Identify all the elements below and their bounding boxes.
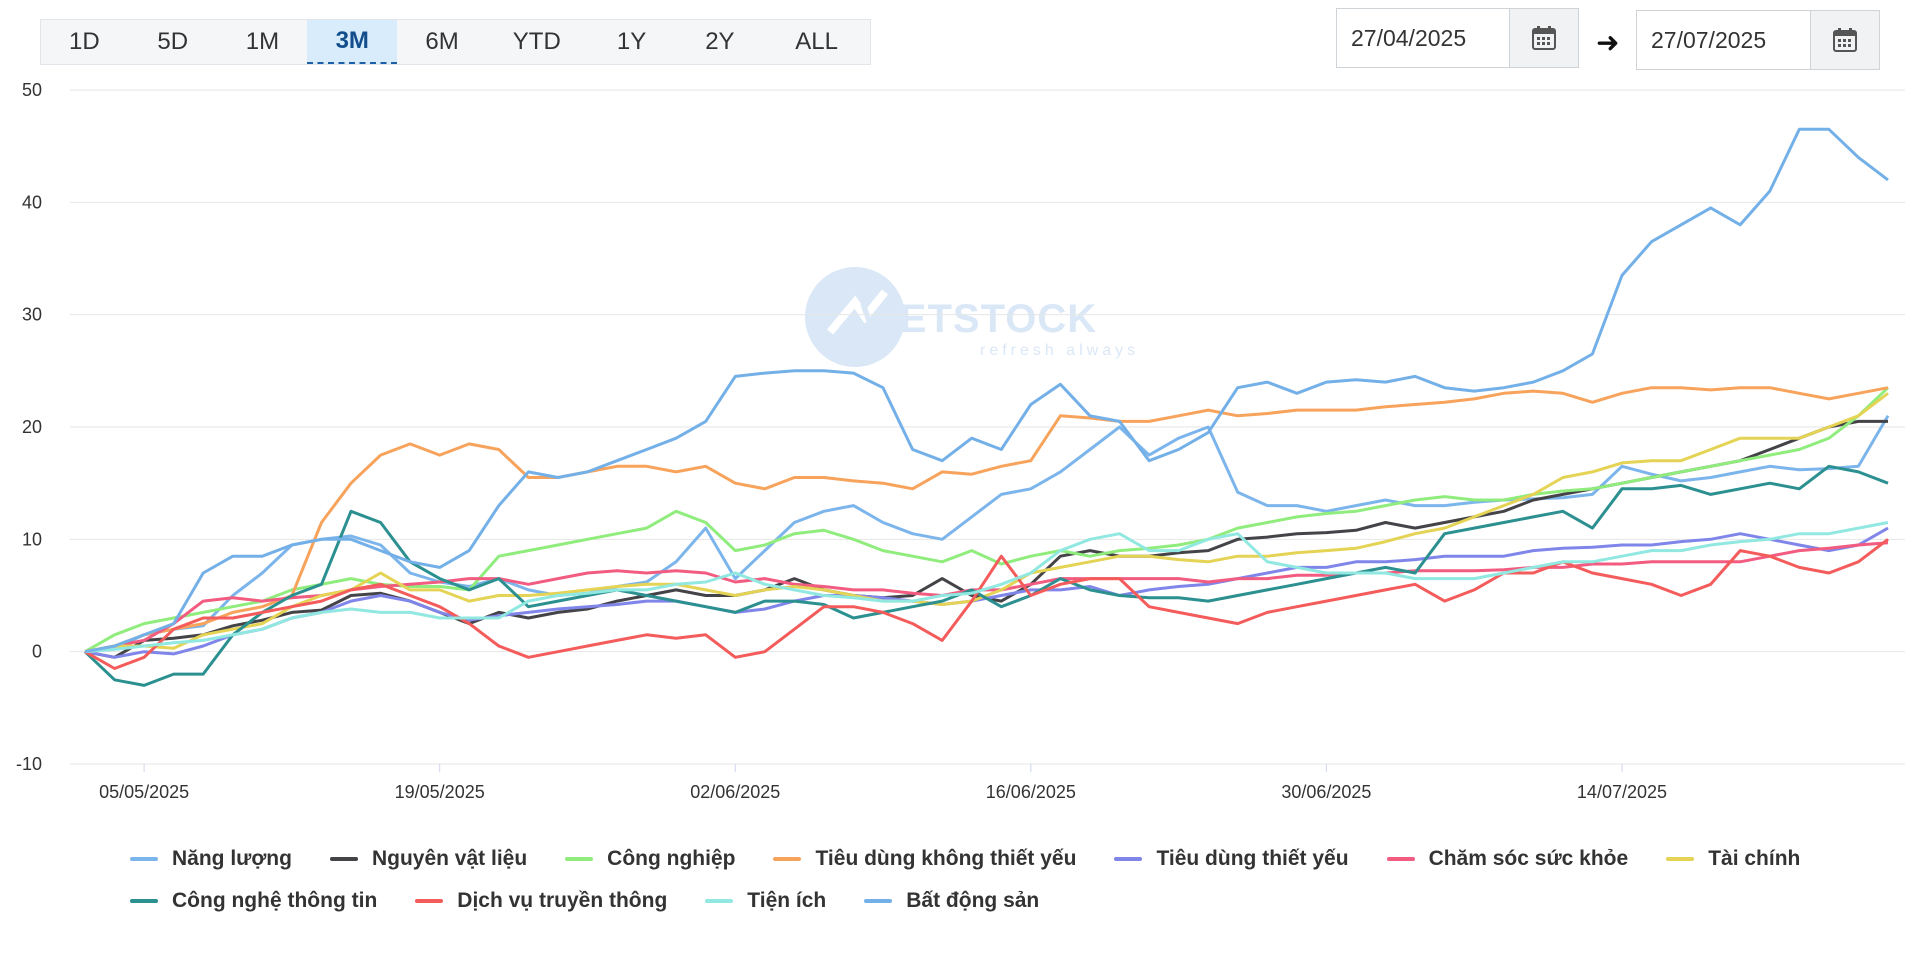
date-from-value: 27/04/2025 xyxy=(1351,24,1467,51)
x-tick-label: 05/05/2025 xyxy=(99,782,189,802)
x-tick-label: 16/06/2025 xyxy=(986,782,1076,802)
legend-label: Bất động sản xyxy=(906,889,1040,912)
legend-item[interactable]: Công nghệ thông tin xyxy=(130,889,377,913)
legend-swatch xyxy=(864,899,893,903)
x-tick-label: 30/06/2025 xyxy=(1281,782,1371,802)
range-button-all[interactable]: ALL xyxy=(795,28,838,55)
date-from-calendar-button[interactable] xyxy=(1509,9,1578,67)
legend-row: Năng lượng Nguyên vật liệu Công nghiệp Tiêu… xyxy=(130,838,1890,880)
range-button-1m[interactable]: 1M xyxy=(245,28,280,55)
y-tick-label: 30 xyxy=(22,305,42,325)
legend-item[interactable]: Chăm sóc sức khỏe xyxy=(1386,847,1629,871)
y-tick-label: 20 xyxy=(22,417,42,437)
range-button-2y[interactable]: 2Y xyxy=(705,28,735,55)
series-line-10[interactable] xyxy=(84,127,1889,654)
series-line-0[interactable] xyxy=(84,415,1890,654)
legend: Năng lượng Nguyên vật liệu Công nghiệp Tiêu… xyxy=(130,838,1890,922)
range-button-1d[interactable]: 1D xyxy=(69,28,100,55)
legend-label: Tiêu dùng không thiết yếu xyxy=(815,847,1077,870)
series-line-8[interactable] xyxy=(84,538,1889,670)
series-line-7[interactable] xyxy=(83,464,1889,687)
range-button-3m[interactable]: 3M xyxy=(307,20,398,64)
legend-item[interactable]: Tiêu dùng không thiết yếu xyxy=(773,847,1076,871)
watermark-brand: VIETSTOCK xyxy=(860,297,1098,341)
arrow-right-icon: ➜ xyxy=(1596,27,1620,58)
legend-label: Công nghệ thông tin xyxy=(172,889,378,912)
legend-item[interactable]: Tiêu dùng thiết yếu xyxy=(1114,847,1349,871)
legend-swatch xyxy=(415,899,444,903)
legend-label: Công nghiệp xyxy=(607,847,736,870)
legend-label: Tiện ích xyxy=(747,889,827,912)
range-button-1y[interactable]: 1Y xyxy=(616,28,647,55)
legend-label: Tài chính xyxy=(1708,847,1801,870)
legend-label: Nguyên vật liệu xyxy=(371,847,528,870)
legend-item[interactable]: Tiện ích xyxy=(705,889,826,913)
range-button-ytd[interactable]: YTD xyxy=(512,28,561,55)
y-tick-label: 50 xyxy=(22,80,42,100)
watermark-tagline: refresh always xyxy=(980,342,1140,359)
range-button-5d[interactable]: 5D xyxy=(157,28,189,55)
legend-row: Công nghệ thông tin Dịch vụ truyền thông T… xyxy=(130,880,1890,922)
y-tick-label: 40 xyxy=(22,192,42,212)
legend-item[interactable]: Dịch vụ truyền thông xyxy=(415,889,667,913)
legend-swatch xyxy=(1386,857,1415,861)
legend-swatch xyxy=(130,899,158,903)
legend-label: Chăm sóc sức khỏe xyxy=(1428,847,1629,870)
series-line-4[interactable] xyxy=(84,526,1889,659)
y-tick-label: 10 xyxy=(22,529,42,549)
legend-item[interactable]: Năng lượng xyxy=(130,847,292,871)
legend-swatch xyxy=(773,857,802,861)
y-tick-label: 0 xyxy=(32,642,42,662)
date-to-box[interactable]: 27/07/2025 xyxy=(1636,10,1880,70)
legend-swatch xyxy=(1114,857,1143,861)
series-lines xyxy=(83,127,1890,687)
legend-swatch xyxy=(565,857,594,861)
x-tick-label: 14/07/2025 xyxy=(1577,782,1667,802)
legend-label: Tiêu dùng thiết yếu xyxy=(1156,847,1349,870)
date-to-calendar-button[interactable] xyxy=(1810,11,1879,69)
series-line-6[interactable] xyxy=(84,392,1889,654)
legend-label: Dịch vụ truyền thông xyxy=(457,889,668,912)
legend-swatch xyxy=(1666,857,1695,861)
series-line-3[interactable] xyxy=(84,386,1889,654)
calendar-icon xyxy=(1833,28,1857,52)
x-tick-label: 02/06/2025 xyxy=(690,782,780,802)
vietstock-logo-icon xyxy=(805,267,905,367)
legend-swatch xyxy=(705,899,734,903)
x-axis-ticks: 05/05/2025 19/05/2025 02/06/2025 16/06/2025… xyxy=(99,764,1667,802)
date-to-value: 27/07/2025 xyxy=(1651,26,1767,53)
legend-item[interactable]: Nguyên vật liệu xyxy=(329,847,528,871)
line-chart: -10 0 10 20 30 40 50 05/05/2025 19/05/2025 02/06… xyxy=(16,80,1905,802)
legend-label: Năng lượng xyxy=(172,847,292,870)
date-from-box[interactable]: 27/04/2025 xyxy=(1336,8,1579,68)
legend-item[interactable]: Công nghiệp xyxy=(565,847,735,871)
series-line-9[interactable] xyxy=(84,521,1889,654)
x-tick-label: 19/05/2025 xyxy=(395,782,485,802)
y-tick-label: -10 xyxy=(16,754,42,774)
legend-item[interactable]: Tài chính xyxy=(1666,847,1800,871)
y-axis-ticks: -10 0 10 20 30 40 50 xyxy=(16,80,42,774)
grid-lines xyxy=(70,89,1905,765)
range-button-6m[interactable]: 6M xyxy=(425,28,459,55)
legend-swatch xyxy=(130,857,158,861)
legend-swatch xyxy=(329,857,358,861)
range-selector: 1D 5D 1M 3M 6M YTD 1Y 2Y ALL xyxy=(40,19,871,65)
legend-item[interactable]: Bất động sản xyxy=(864,889,1039,913)
calendar-icon xyxy=(1532,26,1556,50)
